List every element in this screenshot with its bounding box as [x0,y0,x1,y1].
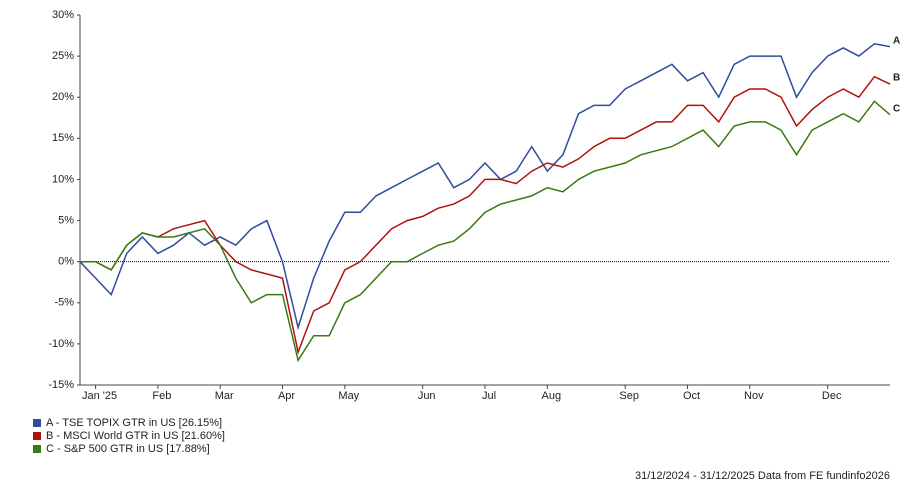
x-tick-label: Aug [542,390,562,402]
x-tick-label: Jun [418,390,436,402]
legend-swatch [33,445,41,453]
y-tick-label: 5% [58,214,74,226]
line-series [80,75,891,355]
y-tick-label: 20% [52,91,74,103]
x-tick-label: Oct [683,390,700,402]
end-label: B [893,73,900,84]
y-tick-label: -5% [54,297,74,309]
end-label: C [893,103,900,114]
line-series [79,43,891,331]
x-tick-label: Jul [482,390,496,402]
x-tick-label: May [338,390,359,402]
x-tick-label: Apr [278,390,295,402]
legend-label: C - S&P 500 GTR in US [17.88%] [46,443,210,455]
y-tick-label: 30% [52,9,74,21]
x-tick-label: Dec [822,390,842,402]
footer: 31/12/2024 - 31/12/2025 Data from FE fun… [635,470,890,482]
x-tick-label: Sep [619,390,639,402]
y-tick-label: -10% [48,338,74,350]
y-tick-label: 15% [52,132,74,144]
x-tick-label: Feb [152,390,171,402]
y-tick-label: 0% [58,256,74,268]
legend-swatch [33,432,41,440]
x-tick-label: Nov [744,390,764,402]
legend-label: A - TSE TOPIX GTR in US [26.15%] [46,417,222,429]
end-label: A [893,35,900,46]
y-tick-label: 10% [52,173,74,185]
legend-swatch [33,419,41,427]
y-tick-label: -15% [48,379,74,391]
legend-label: B - MSCI World GTR in US [21.60%] [46,430,225,442]
x-tick-label: Mar [215,390,234,402]
y-tick-label: 25% [52,50,74,62]
line-series [80,100,891,363]
x-tick-label: Jan '25 [82,390,117,402]
